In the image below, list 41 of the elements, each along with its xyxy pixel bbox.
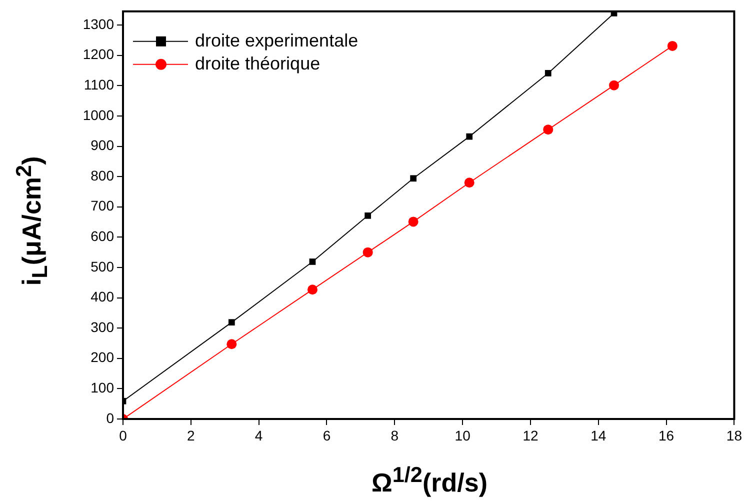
y-tick-label: 400 (90, 288, 114, 305)
x-tick-label: 10 (454, 427, 471, 444)
point (228, 319, 235, 326)
point (309, 258, 316, 265)
x-tick-label: 0 (119, 427, 128, 444)
y-tick-label: 0 (106, 410, 114, 426)
x-tick-label: 16 (658, 427, 674, 444)
point (364, 212, 372, 219)
x-tick-label: 4 (254, 427, 263, 444)
x-tick-label: 12 (522, 427, 538, 444)
point (466, 133, 473, 140)
point (307, 284, 318, 295)
y-tick-label: 1200 (82, 46, 114, 62)
y-tick-label: 500 (90, 258, 114, 274)
legend-label: droite théorique (195, 53, 320, 74)
x-tick-label: 8 (390, 427, 399, 444)
x-axis-title: Ω$^{1/2}$(rd/s) (370, 462, 488, 499)
legend-label: droite experimentale (195, 30, 358, 50)
x-tick-label: 6 (322, 427, 331, 444)
y-tick-label: 800 (90, 167, 114, 184)
point (543, 124, 554, 135)
y-tick-label: 1000 (82, 106, 114, 123)
x-tick-label: 14 (590, 427, 606, 444)
y-tick-label: 600 (90, 228, 114, 244)
x-tick-label: 2 (187, 427, 196, 444)
y-tick-label: 300 (90, 318, 114, 335)
point (362, 247, 373, 258)
point (667, 40, 678, 51)
y-tick-label: 200 (90, 349, 114, 366)
x-tick-label: 18 (726, 427, 742, 444)
y-tick-label: 700 (90, 198, 114, 214)
y-tick-label: 1100 (84, 76, 114, 93)
point (609, 80, 620, 90)
point (544, 70, 552, 76)
point (464, 178, 474, 188)
point (410, 175, 417, 182)
y-tick-label: 1300 (82, 16, 114, 32)
y-tick-label: 100 (90, 380, 114, 396)
y-tick-label: 900 (90, 137, 114, 154)
point (226, 339, 237, 350)
point (408, 216, 418, 227)
